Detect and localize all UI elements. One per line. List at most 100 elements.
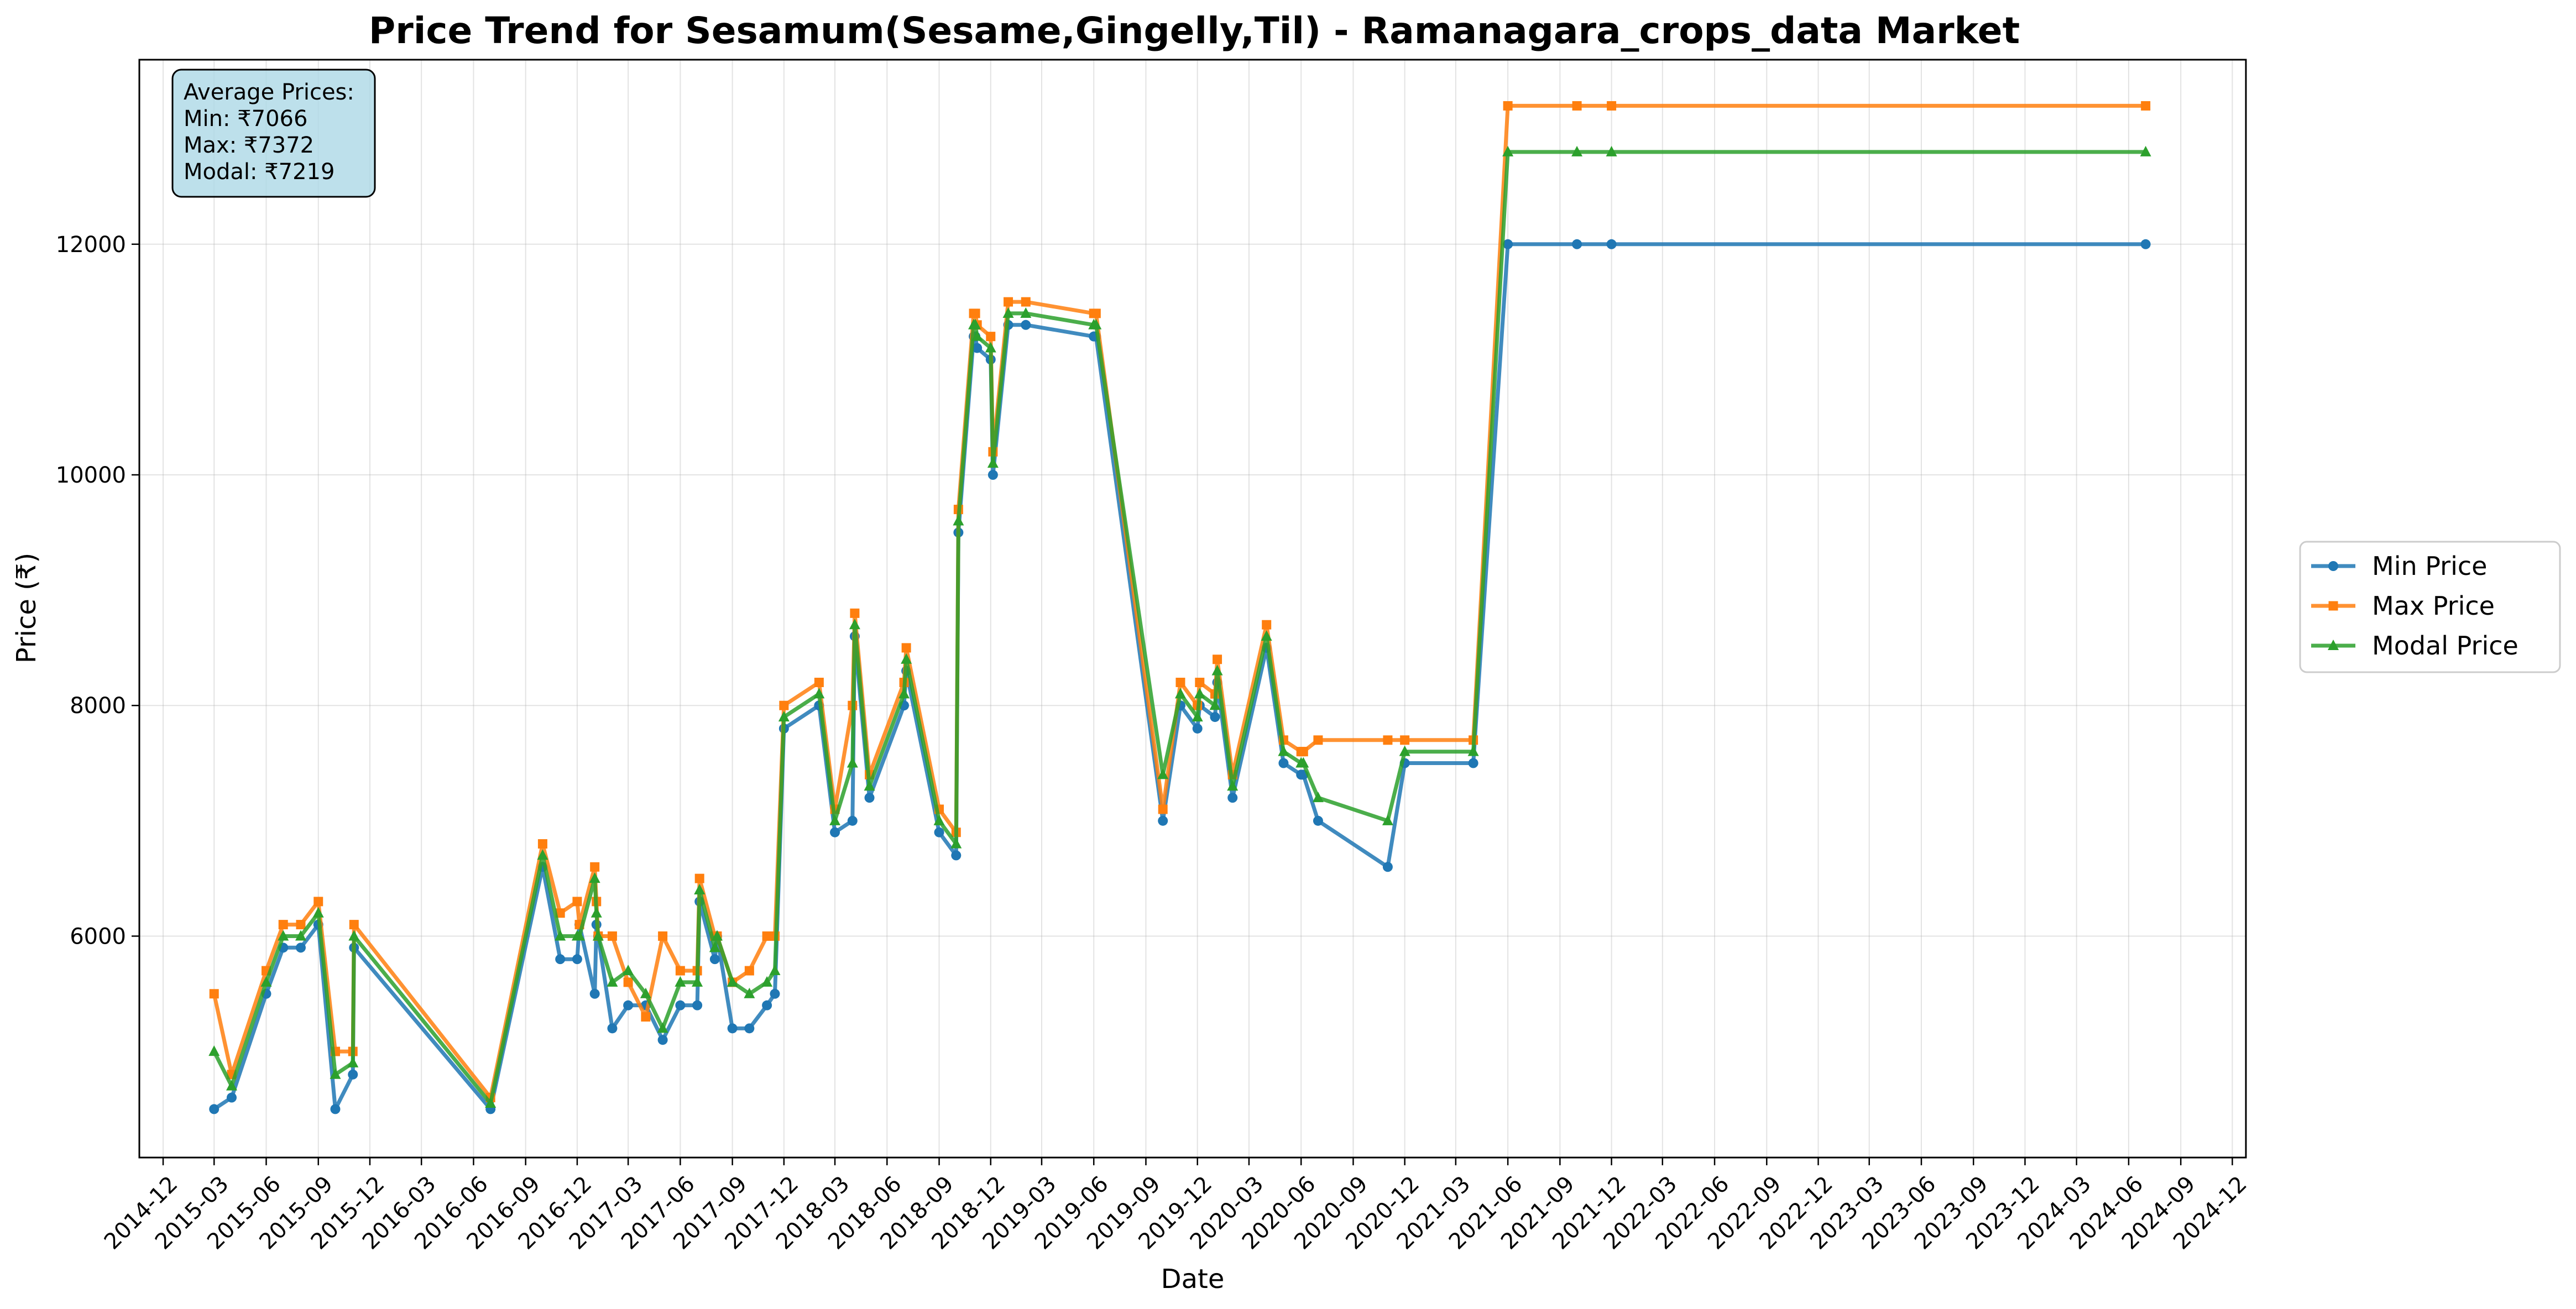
modal-price-point	[485, 1097, 497, 1108]
modal-price-point	[1278, 745, 1289, 756]
max-price-point	[623, 977, 633, 987]
min-price-point	[1192, 723, 1203, 734]
modal-price-legend-label: Modal Price	[2372, 631, 2518, 661]
modal-price-point	[1606, 145, 1617, 156]
max-price-point	[1383, 735, 1393, 745]
min-price-point	[555, 954, 566, 965]
max-price-point	[814, 678, 824, 688]
stats-box: Average Prices: Min: ₹7066 Max: ₹7372 Mo…	[171, 69, 376, 198]
min-price-point	[864, 793, 875, 803]
min-price-point	[1503, 239, 1513, 249]
modal-price-point	[1571, 145, 1583, 156]
modal-price-point	[1312, 792, 1324, 803]
max-price-point	[537, 839, 547, 849]
modal-price-point	[675, 976, 686, 987]
modal-price-point	[709, 941, 720, 952]
max-price-point	[209, 989, 219, 999]
max-price-point	[296, 920, 306, 930]
min-price-point	[1210, 712, 1220, 722]
max-price-point	[1607, 101, 1617, 111]
modal-price-point	[589, 872, 600, 883]
y-tick-label: 10000	[56, 463, 126, 488]
max-price-point	[313, 897, 323, 907]
modal-price-point	[694, 884, 706, 895]
max-price-point	[1313, 735, 1323, 745]
modal-price-point	[985, 342, 996, 353]
stats-box-line-1: Average Prices:	[184, 80, 354, 105]
modal-price-point	[1090, 318, 1102, 329]
plot-area-frame	[138, 59, 2247, 1159]
min-price-point	[572, 954, 582, 965]
modal-price-point	[640, 987, 651, 998]
modal-price-point	[898, 688, 910, 699]
modal-price-point	[829, 814, 841, 825]
modal-price-point	[1192, 711, 1203, 722]
modal-price-point	[260, 976, 272, 987]
modal-price-point	[953, 515, 964, 526]
max-price-point	[590, 862, 600, 872]
modal-price-point	[987, 457, 999, 468]
max-price-point	[555, 908, 565, 918]
max-price-point	[694, 873, 704, 883]
max-price-point	[1158, 804, 1168, 814]
min-price-point	[226, 1092, 237, 1103]
modal-price-point	[295, 930, 306, 941]
modal-price-point	[711, 930, 723, 941]
chart-title: Price Trend for Sesamum(Sesame,Gingelly,…	[369, 9, 2020, 52]
modal-price-point	[312, 907, 324, 918]
modal-price-point	[1502, 145, 1514, 156]
min-price-point	[727, 1023, 738, 1034]
legend: Min Price Max Price Modal Price	[2299, 541, 2561, 673]
max-price-point	[970, 308, 980, 318]
modal-price-point	[1002, 307, 1014, 318]
modal-price-point	[1209, 699, 1221, 710]
min-price-point	[1382, 862, 1393, 872]
modal-price-point	[933, 814, 945, 825]
modal-price-point	[1298, 757, 1309, 768]
max-price-point	[986, 332, 996, 342]
max-price-point	[1298, 747, 1308, 757]
max-price-point	[2141, 101, 2151, 111]
modal-price-point	[727, 976, 738, 987]
min-price-point	[692, 1000, 703, 1010]
max-price-point	[1175, 678, 1185, 688]
modal-price-point	[849, 619, 860, 630]
max-price-point	[607, 931, 617, 941]
modal-price-point	[950, 837, 962, 849]
max-price-point	[675, 966, 685, 976]
modal-price-point	[1467, 745, 1479, 756]
modal-price-point	[657, 1022, 668, 1033]
min-price-point	[847, 815, 858, 826]
max-price-point	[850, 608, 860, 618]
modal-price-point	[971, 330, 983, 341]
modal-price-point	[607, 976, 618, 987]
modal-price-point	[1211, 664, 1223, 676]
x-axis-title: Date	[1161, 1264, 1225, 1295]
stats-box-frame	[171, 69, 376, 198]
y-tick-label: 6000	[70, 924, 126, 949]
modal-price-point	[1261, 630, 1272, 641]
modal-price-point	[769, 965, 781, 976]
y-axis-title: Price (₹)	[11, 553, 42, 663]
min-price-point	[1572, 239, 1582, 249]
max-price-point	[1004, 297, 1013, 307]
stats-box-line-4: Modal: ₹7219	[184, 159, 335, 185]
max-price-point	[762, 931, 772, 941]
max-price-point	[1213, 654, 1222, 664]
modal-price-point	[744, 987, 755, 998]
min-price-point	[2140, 239, 2151, 249]
modal-price-point	[226, 1080, 237, 1091]
min-price-point	[623, 1000, 634, 1010]
max-price-point	[349, 920, 359, 930]
stats-box-line-3: Max: ₹7372	[184, 133, 314, 158]
min-price-point	[330, 1104, 341, 1114]
min-price-point	[1468, 758, 1478, 768]
max-price-legend-marker	[2328, 601, 2338, 611]
modal-price-point	[813, 688, 825, 699]
min-price-point	[1278, 758, 1289, 768]
max-price-point	[1262, 620, 1272, 630]
modal-price-point	[208, 1045, 220, 1056]
modal-price-point	[555, 930, 566, 941]
max-price-point	[744, 966, 754, 976]
